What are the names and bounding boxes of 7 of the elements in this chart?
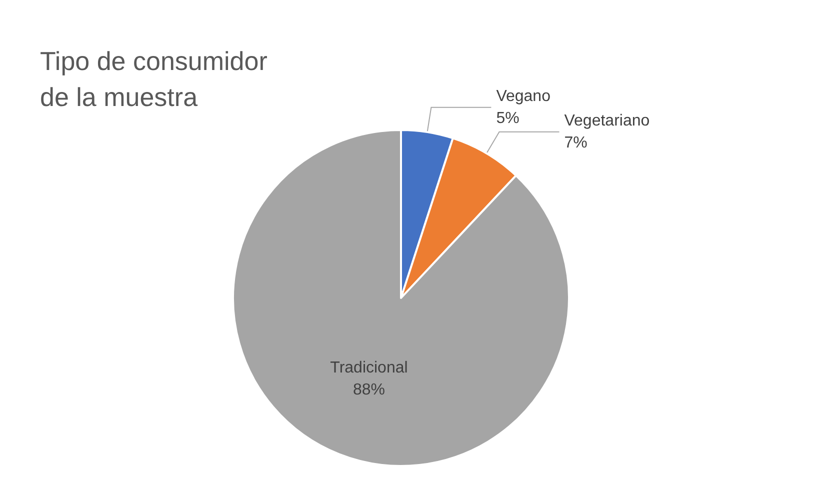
slice-label: Tradicional — [330, 359, 408, 376]
data-label: 5% — [496, 110, 520, 127]
data-label: 7% — [564, 134, 588, 152]
slice-label: Vegano — [496, 88, 551, 105]
chart-title: Tipo de consumidor de la muestra — [40, 46, 268, 112]
data-label: 88% — [352, 381, 385, 398]
slice-label: Vegetariano — [564, 112, 650, 130]
